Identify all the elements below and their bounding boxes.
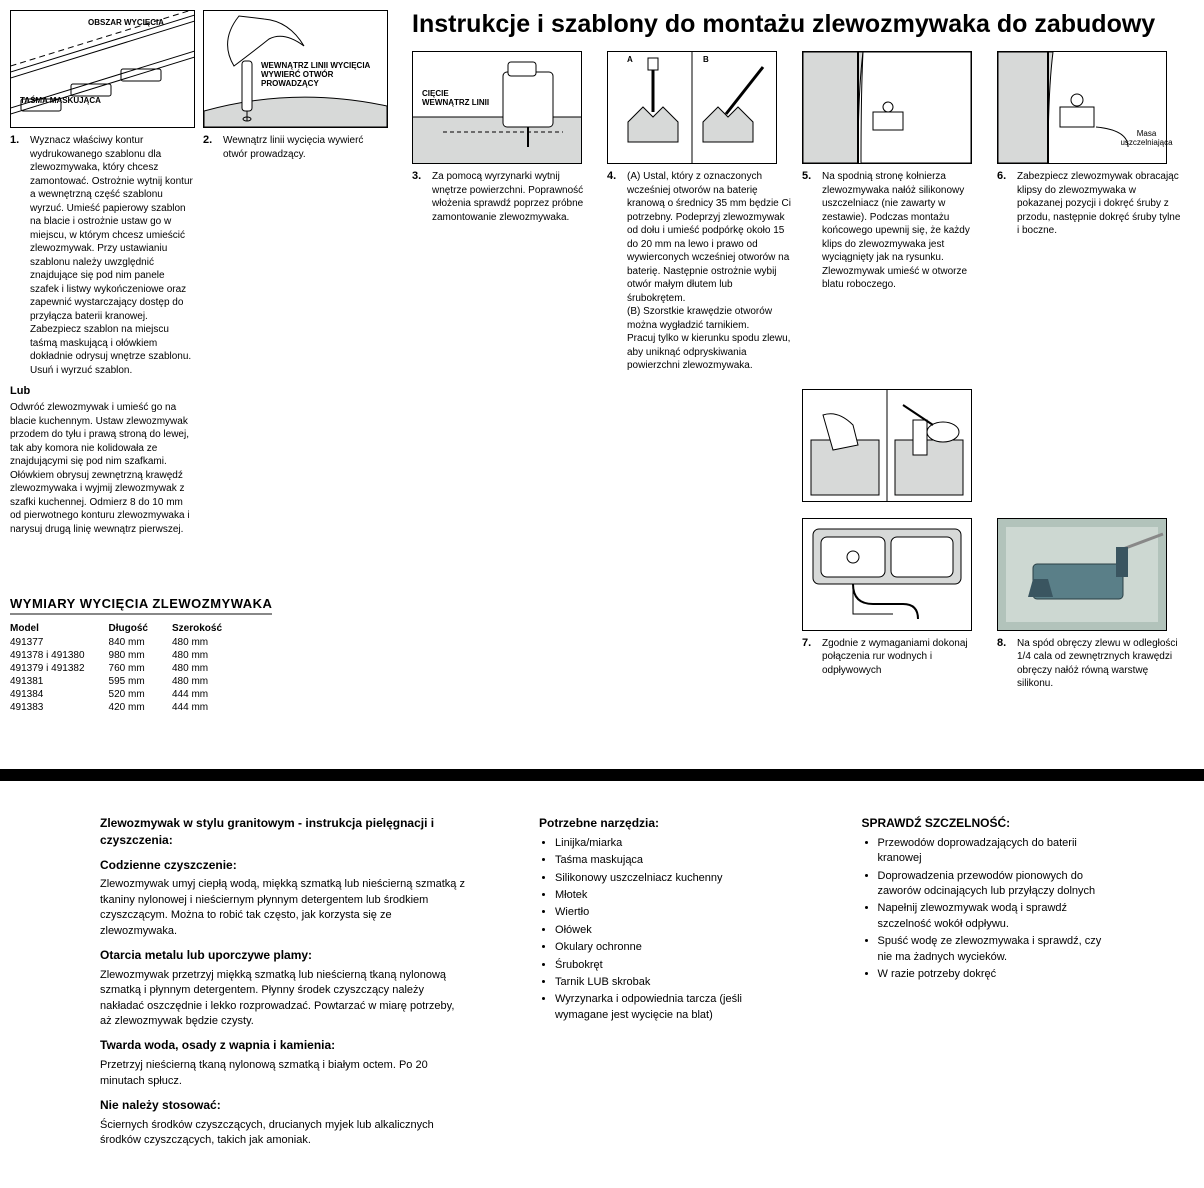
step-8: 8.Na spód obręczy zlewu w odległości 1/4… <box>997 518 1182 697</box>
step-5-extra-figure <box>802 389 987 508</box>
list-item: Śrubokręt <box>555 958 791 973</box>
list-item: Doprowadzenia przewodów pionowych do zaw… <box>878 869 1114 900</box>
list-item: Linijka/miarka <box>555 836 791 851</box>
black-divider <box>0 769 1204 781</box>
step-6: Masa uszczelniająca 6.Zabezpiecz zlewozm… <box>997 51 1182 379</box>
lub-text: Odwróć zlewozmywak i umieść go na blacie… <box>10 401 195 536</box>
list-item: Silikonowy uszczelniacz kuchenny <box>555 871 791 886</box>
check-tightness: SPRAWDŹ SZCZELNOŚĆ: Przewodów doprowadza… <box>862 807 1114 1148</box>
figure-1: OBSZAR WYCIĘCIA TAŚMA MASKUJĄCA <box>10 10 195 128</box>
list-item: Ołówek <box>555 923 791 938</box>
step-3: CIĘCIE WEWNĄTRZ LINII 3.Za pomocą wyrzyn… <box>412 51 597 379</box>
th-model: Model <box>10 621 109 636</box>
list-item: Wyrzynarka i odpowiednia tarcza (jeśli w… <box>555 992 791 1023</box>
th-length: Długość <box>109 621 172 636</box>
left-column: OBSZAR WYCIĘCIA TAŚMA MASKUJĄCA <box>10 10 400 714</box>
list-item: Okulary ochronne <box>555 940 791 955</box>
table-row: 491381595 mm480 mm <box>10 675 246 688</box>
list-item: Spuść wodę ze zlewozmywaka i sprawdź, cz… <box>878 934 1114 965</box>
bottom-section: Zlewozmywak w stylu granitowym - instruk… <box>0 781 1204 1188</box>
step-7: 7.Zgodnie z wymaganiami dokonaj połączen… <box>802 518 987 697</box>
page-title: Instrukcje i szablony do montażu zlewozm… <box>412 10 1194 39</box>
dimensions-table: Model Długość Szerokość 491377840 mm480 … <box>10 621 246 714</box>
list-item: W razie potrzeby dokręć <box>878 967 1114 982</box>
table-row: 491377840 mm480 mm <box>10 636 246 649</box>
fig1-label-tasma: TAŚMA MASKUJĄCA <box>20 96 101 105</box>
right-column: Instrukcje i szablony do montażu zlewozm… <box>412 10 1194 714</box>
tools-needed: Potrzebne narzędzia: Linijka/miarka Taśm… <box>539 807 791 1148</box>
lub-heading: Lub <box>10 385 195 397</box>
step-2: 2. Wewnątrz linii wycięcia wywierć otwór… <box>203 134 388 161</box>
table-row: 491378 i 491380980 mm480 mm <box>10 649 246 662</box>
step-4: A B 4.(A) Ustal, który z oznaczonych wcz… <box>607 51 792 379</box>
table-row: 491384520 mm444 mm <box>10 688 246 701</box>
step-1: 1. Wyznacz właściwy kontur wydrukowanego… <box>10 134 195 377</box>
list-item: Wiertło <box>555 905 791 920</box>
table-title: WYMIARY WYCIĘCIA ZLEWOZMYWAKA <box>10 596 272 615</box>
step-5: 5.Na spodnią stronę kołnierza zlewozmywa… <box>802 51 987 379</box>
fig2-label: WEWNĄTRZ LINII WYCIĘCIA WYWIERĆ OTWÓR PR… <box>261 62 379 88</box>
th-width: Szerokość <box>172 621 246 636</box>
figure-2: WEWNĄTRZ LINII WYCIĘCIA WYWIERĆ OTWÓR PR… <box>203 10 388 128</box>
list-item: Młotek <box>555 888 791 903</box>
dimensions-table-section: WYMIARY WYCIĘCIA ZLEWOZMYWAKA Model Dług… <box>10 596 400 714</box>
fig1-label-obszar: OBSZAR WYCIĘCIA <box>88 18 164 27</box>
list-item: Napełnij zlewozmywak wodą i sprawdź szcz… <box>878 901 1114 932</box>
table-row: 491379 i 491382760 mm480 mm <box>10 662 246 675</box>
care-instructions: Zlewozmywak w stylu granitowym - instruk… <box>100 807 469 1148</box>
list-item: Taśma maskująca <box>555 853 791 868</box>
list-item: Tarnik LUB skrobak <box>555 975 791 990</box>
list-item: Przewodów doprowadzających do baterii kr… <box>878 836 1114 867</box>
table-row: 491383420 mm444 mm <box>10 701 246 714</box>
